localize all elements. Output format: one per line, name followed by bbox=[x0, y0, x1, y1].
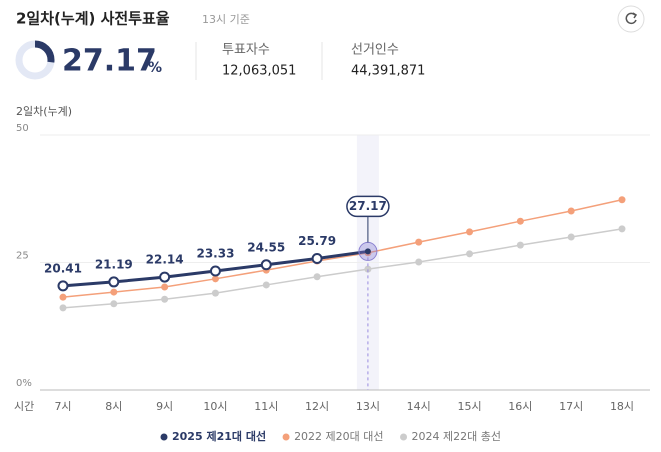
point bbox=[211, 289, 219, 297]
legend-label: 2025 제21대 대선 bbox=[172, 429, 266, 443]
data-label: 24.55 bbox=[247, 240, 285, 254]
x-tick-label: 7시 bbox=[54, 400, 71, 413]
data-label: 21.19 bbox=[95, 257, 133, 271]
point bbox=[466, 228, 474, 236]
x-tick-label: 11시 bbox=[254, 400, 278, 413]
x-tick-label: 14시 bbox=[407, 400, 431, 413]
point bbox=[260, 259, 272, 271]
electorate: 44,391,871 bbox=[351, 64, 425, 79]
big-rate: 27.17 bbox=[62, 44, 157, 79]
point bbox=[364, 248, 371, 255]
electorate-label: 선거인수 bbox=[351, 43, 399, 58]
point bbox=[466, 250, 474, 258]
x-axis-label: 시간 bbox=[14, 400, 34, 413]
point bbox=[161, 283, 169, 291]
refresh-arrow[interactable] bbox=[632, 12, 638, 19]
donut-arc bbox=[15, 40, 55, 80]
x-tick-label: 17시 bbox=[559, 400, 583, 413]
refresh-circle[interactable] bbox=[617, 5, 645, 33]
legend-label: 2022 제20대 대선 bbox=[294, 430, 383, 443]
x-tick-label: 12시 bbox=[305, 400, 329, 413]
point bbox=[567, 233, 575, 241]
point bbox=[516, 217, 524, 225]
y-tick-label: 0% bbox=[16, 378, 32, 389]
y-tick-label: 25 bbox=[16, 251, 29, 262]
point bbox=[415, 258, 423, 266]
chart-subtitle: 2일차(누계) bbox=[16, 104, 72, 118]
voters: 12,063,051 bbox=[222, 64, 296, 79]
point bbox=[262, 281, 270, 289]
x-tick-label: 15시 bbox=[457, 400, 481, 413]
series-line bbox=[62, 199, 623, 298]
point bbox=[159, 271, 171, 283]
point bbox=[110, 288, 118, 296]
title: 2일차(누계) 사전투표율 bbox=[16, 10, 170, 28]
x-tick-label: 9시 bbox=[156, 400, 173, 413]
point bbox=[516, 241, 524, 249]
point bbox=[311, 252, 323, 264]
point bbox=[110, 300, 118, 308]
voters-label: 투표자수 bbox=[222, 43, 270, 58]
point bbox=[364, 265, 372, 273]
x-tick-label: 18시 bbox=[610, 400, 634, 413]
point bbox=[313, 273, 321, 281]
legend-swatch bbox=[282, 433, 290, 441]
data-label: 22.14 bbox=[146, 253, 184, 267]
point bbox=[211, 275, 219, 283]
point bbox=[618, 196, 626, 204]
point bbox=[57, 280, 69, 292]
point bbox=[415, 238, 423, 246]
legend: 2025 제21대 대선 2022 제20대 대선 2024 제22대 총선 bbox=[160, 429, 501, 443]
x-tick-label: 8시 bbox=[105, 400, 122, 413]
callout-label: 27.17 bbox=[349, 199, 387, 213]
point bbox=[59, 304, 67, 312]
x-tick-label: 10시 bbox=[203, 400, 227, 413]
data-label: 25.79 bbox=[298, 234, 336, 248]
data-label: 23.33 bbox=[196, 247, 234, 261]
point bbox=[618, 225, 626, 233]
refresh-button[interactable] bbox=[617, 5, 645, 33]
basis: 13시 기준 bbox=[202, 13, 250, 26]
legend-swatch bbox=[400, 433, 408, 441]
x-tick-label: 16시 bbox=[508, 400, 532, 413]
series-line bbox=[62, 228, 623, 309]
point bbox=[108, 276, 120, 288]
y-tick-label: 50 bbox=[16, 123, 29, 134]
x-tick-label: 13시 bbox=[356, 400, 380, 413]
refresh-icon[interactable] bbox=[625, 12, 637, 25]
point bbox=[567, 207, 575, 215]
data-label: 20.41 bbox=[44, 261, 82, 275]
point bbox=[59, 293, 67, 301]
legend-swatch bbox=[160, 433, 168, 441]
big-unit: % bbox=[148, 60, 162, 76]
legend-label: 2024 제22대 총선 bbox=[412, 430, 501, 443]
point bbox=[209, 265, 221, 277]
point bbox=[161, 295, 169, 303]
